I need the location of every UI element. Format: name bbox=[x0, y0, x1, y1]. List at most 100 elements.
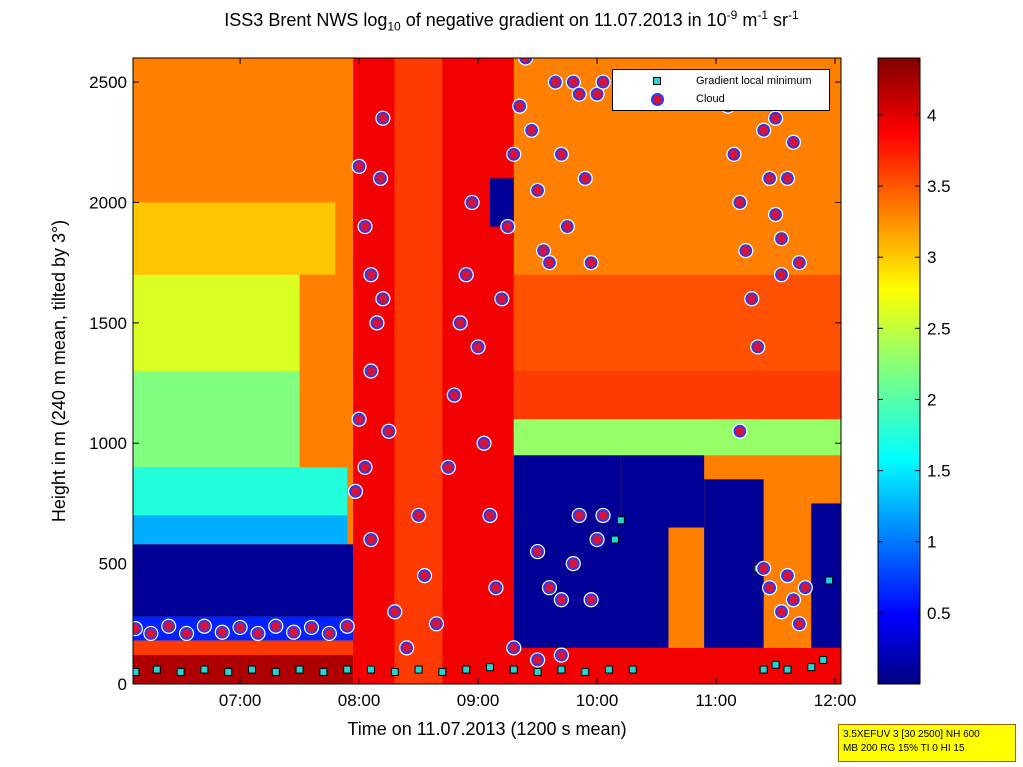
cloud-marker bbox=[358, 220, 372, 234]
cloud-marker-outline bbox=[565, 74, 581, 90]
gradient-minimum-marker bbox=[616, 516, 625, 525]
cloud-marker bbox=[304, 620, 318, 634]
cloud-marker-outline bbox=[351, 411, 367, 427]
gradient-minimum-marker bbox=[343, 665, 352, 674]
cloud-marker bbox=[215, 625, 229, 639]
cloud-marker-outline bbox=[541, 580, 558, 596]
cloud-marker bbox=[531, 653, 545, 667]
cloud-marker bbox=[382, 424, 396, 438]
cloud-marker bbox=[465, 195, 479, 209]
x-tick-label: 09:00 bbox=[457, 691, 500, 710]
gradient-minimum-marker bbox=[224, 667, 233, 676]
title-prefix: ISS3 Brent NWS log bbox=[224, 10, 388, 30]
cloud-marker-outline bbox=[756, 560, 772, 577]
cloud-marker bbox=[418, 569, 432, 583]
cloud-marker bbox=[554, 147, 568, 161]
cloud-marker bbox=[775, 605, 789, 619]
cloud-marker-outline bbox=[726, 146, 742, 162]
legend-entry-cloud: Cloud bbox=[613, 92, 829, 108]
cloud-marker bbox=[775, 232, 789, 246]
x-tick-label: 10:00 bbox=[576, 691, 619, 710]
gradient-minimum-marker bbox=[271, 667, 280, 676]
cloud-marker bbox=[269, 619, 283, 633]
cloud-marker bbox=[251, 626, 265, 640]
cloud-marker bbox=[757, 123, 771, 137]
cloud-marker bbox=[388, 605, 402, 619]
cloud-marker bbox=[501, 220, 515, 234]
cloud-marker-outline bbox=[524, 122, 540, 138]
heatmap-cell bbox=[133, 467, 348, 516]
gradient-minimum-marker bbox=[414, 665, 423, 674]
cloud-marker-outline bbox=[363, 267, 379, 283]
cloud-marker-outline bbox=[779, 568, 796, 584]
cloud-marker-outline bbox=[268, 618, 284, 634]
cloud-marker-outline bbox=[773, 604, 790, 620]
cloud-marker bbox=[566, 557, 580, 571]
cloud-marker bbox=[739, 244, 753, 258]
cloud-marker-outline bbox=[494, 291, 510, 307]
cloud-marker bbox=[757, 561, 771, 575]
cloud-marker-outline bbox=[732, 423, 748, 439]
heatmap-cell bbox=[442, 58, 514, 684]
cloud-marker-outline bbox=[351, 158, 367, 174]
cloud-marker-outline bbox=[767, 110, 784, 126]
cloud-marker bbox=[233, 620, 247, 634]
cloud-marker-outline bbox=[488, 580, 504, 596]
heatmap-cell bbox=[489, 178, 514, 227]
heatmap-cell bbox=[704, 479, 764, 648]
y-tick-label: 2500 bbox=[89, 73, 127, 92]
cloud-marker bbox=[374, 171, 388, 185]
cloud-marker bbox=[507, 641, 521, 655]
gradient-minimum-marker bbox=[295, 665, 304, 674]
cloud-marker-outline bbox=[553, 592, 569, 608]
colorbar-tick-label: 1.5 bbox=[927, 462, 951, 481]
cloud-marker-outline bbox=[773, 267, 790, 283]
cloud-marker-outline bbox=[375, 110, 391, 126]
cloud-marker bbox=[358, 460, 372, 474]
cloud-marker-outline bbox=[785, 134, 802, 150]
cloud-marker bbox=[489, 581, 503, 595]
cloud-marker-outline bbox=[559, 218, 575, 235]
cloud-marker-outline bbox=[506, 146, 522, 162]
colorbar-tick-label: 3 bbox=[927, 248, 936, 267]
cloud-marker bbox=[786, 593, 800, 607]
cloud-marker bbox=[554, 648, 568, 662]
cloud-marker bbox=[578, 171, 592, 185]
gradient-minimum-marker bbox=[807, 663, 816, 672]
gradient-minimum-marker bbox=[771, 660, 780, 669]
gradient-minimum-marker bbox=[610, 535, 619, 544]
cloud-marker-outline bbox=[762, 580, 778, 596]
colorbar-tick-label: 1 bbox=[927, 533, 936, 552]
gradient-minimum-marker bbox=[133, 667, 140, 676]
heatmap-cell bbox=[394, 58, 443, 684]
y-tick-label: 0 bbox=[118, 675, 127, 694]
cloud-marker-outline bbox=[571, 507, 587, 524]
legend-entry-minimum: Gradient local minimum bbox=[613, 74, 829, 90]
heatmap-cell bbox=[133, 202, 336, 275]
cloud-marker bbox=[780, 569, 794, 583]
cloud-marker bbox=[590, 533, 604, 547]
cloud-marker bbox=[453, 316, 467, 330]
cloud-marker bbox=[197, 619, 211, 633]
gradient-minimum-marker bbox=[319, 667, 328, 676]
cloud-marker bbox=[745, 292, 759, 306]
cloud-marker-outline bbox=[553, 647, 569, 663]
cloud-marker-outline bbox=[375, 291, 391, 307]
cloud-marker bbox=[364, 364, 378, 378]
cloud-marker bbox=[584, 256, 598, 270]
cloud-marker bbox=[133, 622, 142, 636]
heatmap-cell bbox=[133, 371, 300, 468]
cloud-marker-outline bbox=[410, 507, 427, 524]
cloud-marker-outline bbox=[482, 507, 498, 524]
cloud-marker bbox=[376, 111, 390, 125]
y-tick-label: 2000 bbox=[89, 193, 127, 212]
cloud-marker-outline bbox=[232, 619, 248, 636]
cloud-marker bbox=[733, 195, 747, 209]
cloud-marker bbox=[554, 593, 568, 607]
cloud-marker-outline bbox=[133, 621, 143, 637]
cloud-marker-outline bbox=[464, 194, 480, 211]
cloud-marker-outline bbox=[387, 604, 403, 620]
cloud-marker bbox=[798, 581, 812, 595]
colorbar-tick-label: 4 bbox=[927, 106, 936, 125]
legend: Gradient local minimum Cloud bbox=[612, 69, 830, 111]
